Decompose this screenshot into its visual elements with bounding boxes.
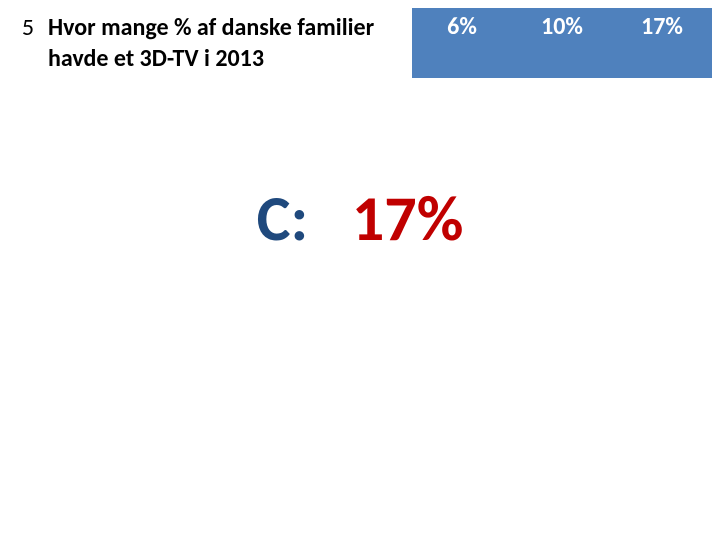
answer-label: C: — [257, 180, 309, 258]
question-text: Hvor mange % af danske familier havde et… — [40, 8, 412, 78]
answer-block: C: 17% — [0, 180, 720, 258]
question-number: 5 — [8, 8, 40, 78]
option-b: 10% — [512, 8, 612, 78]
answer-value: 17% — [352, 180, 464, 258]
option-a: 6% — [412, 8, 512, 78]
question-row: 5 Hvor mange % af danske familier havde … — [8, 8, 712, 78]
option-c: 17% — [612, 8, 712, 78]
